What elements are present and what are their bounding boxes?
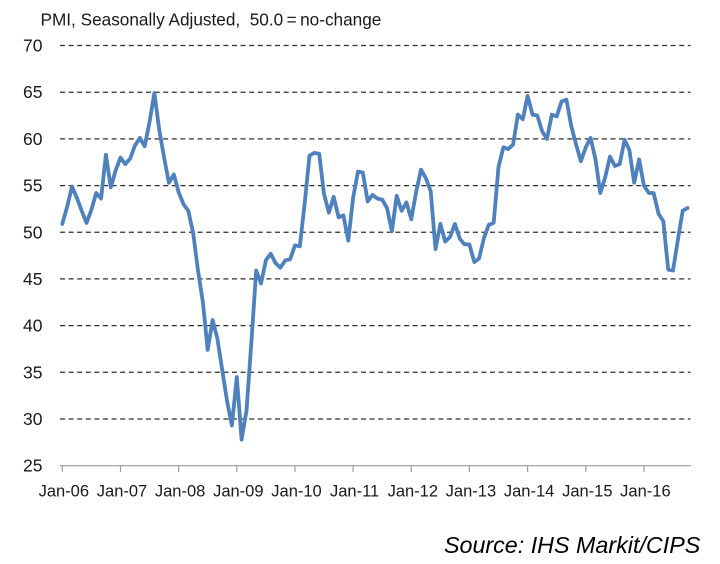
svg-text:PMI, Seasonally Adjusted, 50.: PMI, Seasonally Adjusted, 50.0 = no-chan…	[41, 10, 382, 30]
svg-text:50: 50	[23, 222, 43, 242]
svg-text:55: 55	[23, 176, 42, 196]
svg-text:Jan-06: Jan-06	[39, 483, 89, 501]
svg-text:65: 65	[23, 82, 42, 102]
svg-text:45: 45	[23, 269, 42, 289]
svg-text:Source: IHS Markit/CIPS: Source: IHS Markit/CIPS	[444, 532, 701, 558]
svg-text:Jan-13: Jan-13	[446, 483, 496, 501]
svg-text:Jan-12: Jan-12	[388, 483, 438, 501]
svg-text:60: 60	[23, 129, 43, 149]
svg-text:Jan-08: Jan-08	[155, 483, 205, 501]
svg-text:70: 70	[23, 36, 43, 56]
svg-text:Jan-09: Jan-09	[213, 483, 263, 501]
svg-text:Jan-10: Jan-10	[271, 483, 321, 501]
svg-text:35: 35	[23, 362, 42, 382]
svg-text:Jan-11: Jan-11	[330, 483, 379, 501]
svg-text:Jan-14: Jan-14	[504, 483, 554, 501]
svg-text:40: 40	[23, 316, 43, 336]
svg-text:30: 30	[23, 409, 43, 429]
svg-text:Jan-16: Jan-16	[620, 483, 670, 501]
svg-text:25: 25	[23, 456, 42, 476]
svg-text:Jan-15: Jan-15	[562, 483, 612, 501]
svg-text:Jan-07: Jan-07	[97, 483, 147, 501]
